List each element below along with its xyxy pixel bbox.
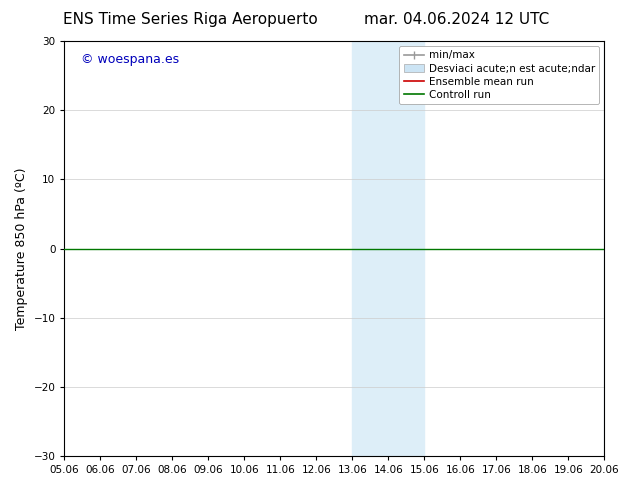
Bar [353, 41, 424, 456]
Bar [604, 41, 634, 456]
Legend: min/max, Desviaci acute;n est acute;ndar, Ensemble mean run, Controll run: min/max, Desviaci acute;n est acute;ndar… [399, 46, 599, 104]
Y-axis label: Temperature 850 hPa (ºC): Temperature 850 hPa (ºC) [15, 167, 28, 330]
Text: ENS Time Series Riga Aeropuerto: ENS Time Series Riga Aeropuerto [63, 12, 318, 27]
Text: © woespana.es: © woespana.es [81, 53, 179, 67]
Text: mar. 04.06.2024 12 UTC: mar. 04.06.2024 12 UTC [364, 12, 549, 27]
